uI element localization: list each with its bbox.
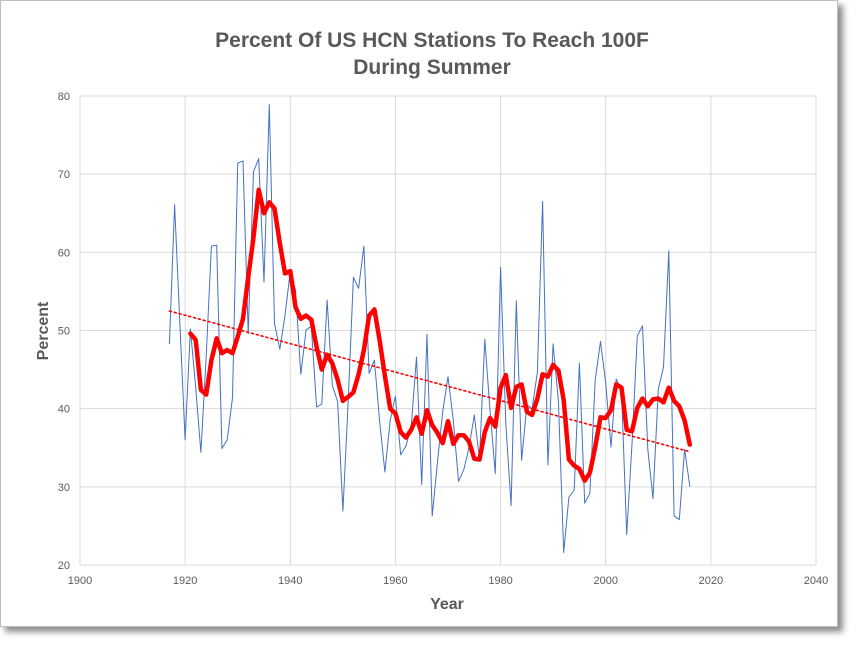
gridlines: [79, 95, 817, 566]
x-axis-title: Year: [430, 596, 464, 613]
linear-trend-line: [168, 310, 691, 453]
smoothed-average-line: [188, 187, 693, 483]
y-tick-label: 50: [58, 326, 70, 338]
x-tick-label: 1900: [68, 575, 92, 587]
y-axis-title: Percent: [35, 301, 52, 360]
x-tick-label: 2020: [699, 575, 723, 587]
y-tick-labels: 20 30 40 50 60 70 80: [58, 91, 70, 572]
y-tick-label: 60: [58, 247, 70, 259]
annual-percent-line: [168, 104, 691, 553]
chart-frame: Percent Of US HCN Stations To Reach 100F…: [0, 0, 838, 627]
chart-canvas: Percent Of US HCN Stations To Reach 100F…: [35, 29, 828, 613]
plot-series: [168, 104, 693, 553]
chart-title-line-1: Percent Of US HCN Stations To Reach 100F: [215, 29, 649, 52]
x-tick-label: 2040: [804, 575, 828, 587]
x-tick-labels: 1900 1920 1940 1960 1980 2000 2020 2040: [68, 575, 828, 587]
x-tick-label: 1960: [383, 575, 407, 587]
y-tick-label: 30: [58, 482, 70, 494]
x-tick-label: 1920: [173, 575, 197, 587]
x-tick-label: 1980: [488, 575, 512, 587]
y-tick-label: 80: [58, 91, 70, 103]
x-tick-label: 2000: [593, 575, 617, 587]
chart-title-line-2: During Summer: [353, 56, 511, 79]
y-tick-label: 20: [58, 560, 70, 572]
y-tick-label: 70: [58, 169, 70, 181]
y-tick-label: 40: [58, 404, 70, 416]
x-tick-label: 1940: [278, 575, 302, 587]
